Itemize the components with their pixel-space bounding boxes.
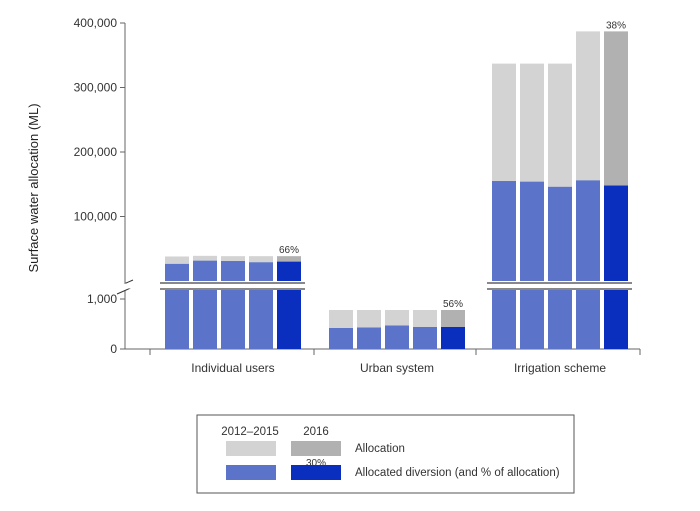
legend-swatch-diversion-past bbox=[226, 465, 276, 480]
bar-diversion-lower-segment bbox=[165, 290, 189, 349]
bar-diversion bbox=[357, 327, 381, 349]
bar-diversion-lower-segment bbox=[249, 290, 273, 349]
bar-diversion-lower-segment bbox=[576, 290, 600, 349]
legend-swatch-diversion-2016 bbox=[291, 465, 341, 480]
bar-diversion-lower-segment bbox=[492, 290, 516, 349]
bar-diversion bbox=[249, 262, 273, 281]
data-label-pct: 56% bbox=[443, 299, 463, 310]
legend-swatch-allocation-past bbox=[226, 441, 276, 456]
legend-stray-label: 30% bbox=[306, 458, 326, 469]
bar-diversion bbox=[604, 185, 628, 281]
bar-diversion bbox=[576, 180, 600, 281]
x-category-label: Urban system bbox=[360, 361, 434, 375]
bar-diversion bbox=[193, 260, 217, 281]
x-category-label: Individual users bbox=[191, 361, 274, 375]
data-label-pct: 66% bbox=[279, 245, 299, 256]
bar-diversion-lower-segment bbox=[193, 290, 217, 349]
bar-diversion bbox=[548, 186, 572, 281]
bar-diversion bbox=[520, 181, 544, 281]
y-tick-label: 400,000 bbox=[74, 16, 118, 30]
bar-diversion bbox=[413, 327, 437, 349]
y-tick-label: 0 bbox=[110, 342, 117, 356]
bar-diversion bbox=[277, 261, 301, 281]
y-axis-title: Surface water allocation (ML) bbox=[26, 103, 41, 272]
y-tick-label: 1,000 bbox=[87, 292, 117, 306]
bar-diversion-lower-segment bbox=[548, 290, 572, 349]
x-category-label: Irrigation scheme bbox=[514, 361, 606, 375]
legend-period-header: 2012–2015 bbox=[221, 426, 279, 438]
bar-diversion bbox=[441, 327, 465, 349]
bar-diversion bbox=[165, 263, 189, 281]
legend-period-header: 2016 bbox=[303, 426, 329, 438]
bar-diversion bbox=[221, 261, 245, 281]
legend-swatch-allocation-2016 bbox=[291, 441, 341, 456]
y-tick-label: 100,000 bbox=[74, 210, 118, 224]
data-label-pct: 38% bbox=[606, 20, 626, 31]
bars bbox=[110, 31, 640, 349]
bar-diversion-lower-segment bbox=[604, 290, 628, 349]
bar-diversion-lower-segment bbox=[221, 290, 245, 349]
legend-label-allocation: Allocation bbox=[355, 443, 405, 455]
bar-diversion bbox=[492, 181, 516, 281]
bar-diversion bbox=[385, 325, 409, 349]
bar-diversion bbox=[329, 328, 353, 349]
bar-diversion-lower-segment bbox=[520, 290, 544, 349]
labels: 100,000 200,000 300,000 400,000 0 1,000 66% Ind… bbox=[74, 16, 627, 375]
y-tick-label: 300,000 bbox=[74, 81, 118, 95]
legend: 2012–2015 2016 Allocation 30% Allocated … bbox=[196, 414, 575, 494]
bar-diversion-lower-segment bbox=[277, 290, 301, 349]
y-tick-label: 200,000 bbox=[74, 145, 118, 159]
legend-label-diversion: Allocated diversion (and % of allocation… bbox=[355, 467, 560, 479]
